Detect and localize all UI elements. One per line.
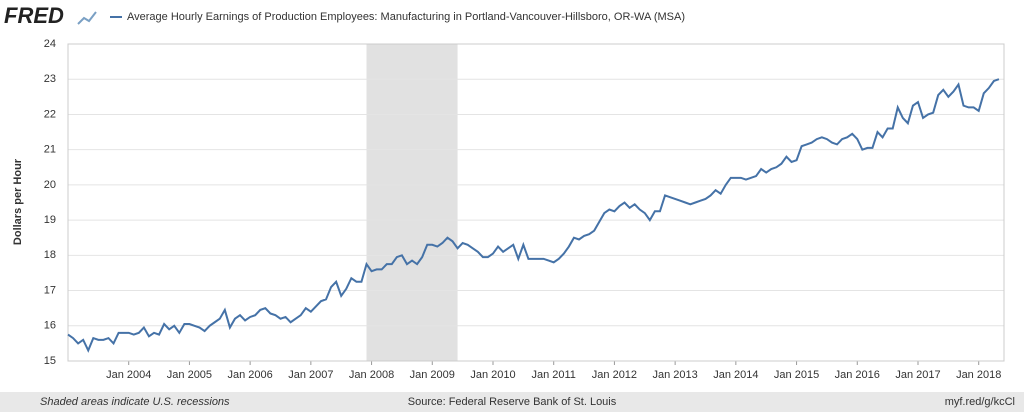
footer-note: Shaded areas indicate U.S. recessions — [40, 396, 230, 408]
y-tick-label: 16 — [44, 320, 56, 332]
y-tick-label: 24 — [44, 38, 56, 50]
y-tick-label: 23 — [44, 73, 56, 85]
logo: FRED — [4, 3, 64, 28]
x-tick-label: Jan 2017 — [895, 369, 940, 381]
x-tick-label: Jan 2007 — [288, 369, 333, 381]
plot-area: 15 16 17 18 19 20 21 22 23 24 Jan 2004 Jan 2005 Jan … — [44, 38, 1005, 381]
plot-frame — [67, 43, 1005, 362]
x-tick-label: Jan 2010 — [470, 369, 515, 381]
y-tick-label: 21 — [44, 144, 56, 156]
series-line — [67, 78, 1000, 353]
x-tick-label: Jan 2014 — [713, 369, 758, 381]
x-tick-label: Jan 2005 — [167, 369, 212, 381]
y-tick-label: 17 — [44, 284, 56, 296]
footer-bar — [0, 392, 1024, 412]
x-tick-label: Jan 2011 — [531, 369, 575, 381]
y-axis-label: Dollars per Hour — [12, 158, 24, 245]
x-tick-label: Jan 2018 — [956, 369, 1001, 381]
y-tick-label: 18 — [44, 249, 56, 261]
legend-label: Average Hourly Earnings of Production Em… — [127, 11, 685, 23]
y-tick-label: 22 — [44, 108, 56, 120]
y-tick-label: 19 — [44, 214, 56, 226]
y-tick-label: 15 — [44, 355, 56, 367]
x-tick-label: Jan 2006 — [228, 369, 273, 381]
recession-band — [366, 44, 458, 361]
x-tick-label: Jan 2013 — [653, 369, 698, 381]
y-tick-label: 20 — [44, 179, 56, 191]
x-tick-label: Jan 2012 — [592, 369, 637, 381]
x-tick-label: Jan 2015 — [774, 369, 819, 381]
footer-source: Source: Federal Reserve Bank of St. Loui… — [408, 396, 617, 408]
x-tick-label: Jan 2016 — [835, 369, 880, 381]
footer-link[interactable]: myf.red/g/kcCl — [945, 396, 1015, 408]
x-tick-label: Jan 2008 — [349, 369, 394, 381]
x-tick-label: Jan 2009 — [410, 369, 455, 381]
logo-icon — [77, 11, 97, 25]
x-tick-label: Jan 2004 — [106, 369, 151, 381]
